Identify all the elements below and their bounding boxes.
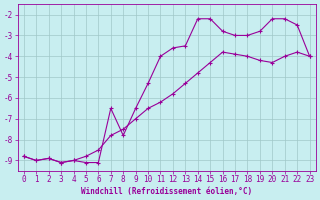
- X-axis label: Windchill (Refroidissement éolien,°C): Windchill (Refroidissement éolien,°C): [81, 187, 252, 196]
